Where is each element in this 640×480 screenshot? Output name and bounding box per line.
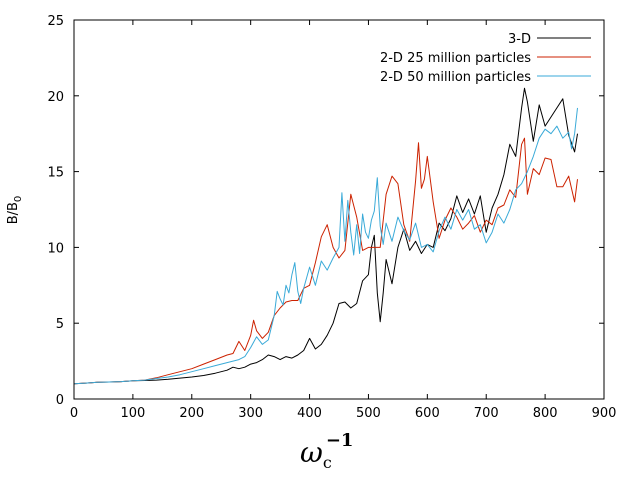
legend-label: 2-D 50 million particles [380,70,531,85]
y-axis-label-base: B/B [6,202,21,224]
x-axis-label-base: ω [300,436,323,469]
legend-label: 3-D [508,32,531,47]
x-tick-label: 800 [533,406,558,421]
x-tick-label: 900 [592,406,617,421]
y-tick-label: 0 [56,393,64,408]
y-axis-label: B/B0 [6,196,24,225]
plot-frame [73,19,605,400]
y-tick-label: 5 [56,317,64,332]
x-tick-label: 300 [238,406,263,421]
y-tick-label: 10 [47,241,64,256]
series-line-3-d [73,87,578,385]
x-tick-label: 100 [120,406,145,421]
series-layer [73,87,578,385]
x-tick-label: 500 [356,406,381,421]
series-line-2-d-50-million-particles [73,107,578,385]
x-axis-label-subscript: c [323,453,332,472]
legend: 3-D 2-D 25 million particles 2-D 50 millio… [380,32,591,85]
x-axis-label-superscript: −1 [326,430,354,451]
y-tick-label: 15 [47,166,64,181]
x-axis-label: ωc −1 [300,430,353,472]
y-axis-label-subscript: 0 [13,196,24,202]
x-tick-label: 600 [415,406,440,421]
x-tick-label: 700 [474,406,499,421]
tick-labels: 0 100 200 300 400 500 600 700 800 900 0 5 10 15 20 25 [47,14,616,421]
series-line-2-d-25-million-particles [73,137,578,385]
legend-label: 2-D 25 million particles [380,51,531,66]
y-tick-label: 25 [47,14,64,29]
y-tick-label: 20 [47,90,64,105]
x-tick-label: 200 [179,406,204,421]
x-tick-label: 400 [297,406,322,421]
x-tick-label: 0 [70,406,78,421]
